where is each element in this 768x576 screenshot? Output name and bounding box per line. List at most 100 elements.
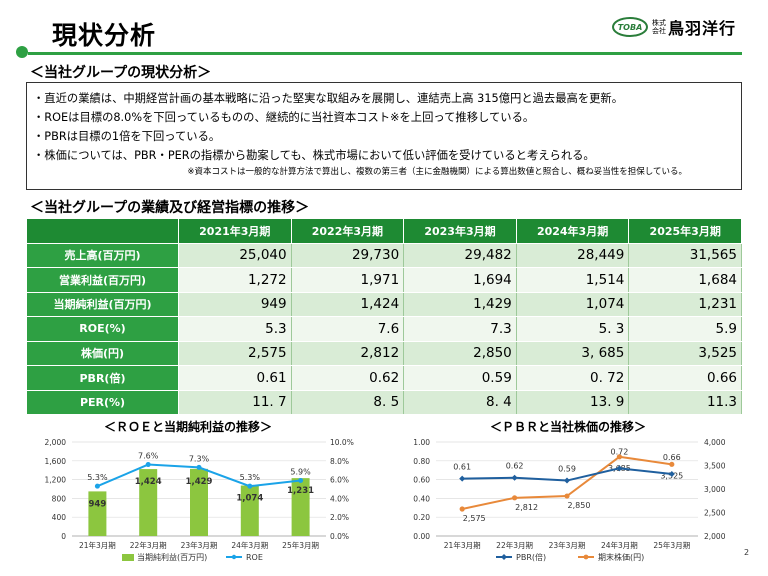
net-income-bar: [291, 478, 310, 536]
roe-point: [94, 483, 100, 489]
y-left-tick-label: 0: [61, 532, 66, 541]
roe-net-income-chart: 0 400 800 1,200 1,600 2,000 0.0% 2.0% 4.0% 6.0% 8.…: [45, 438, 354, 562]
roe-chart-title: ＜ＲＯＥと当期純利益の推移＞: [104, 420, 273, 434]
table-cell: 3,525: [628, 340, 742, 366]
year-header: 2024年3月期: [515, 218, 630, 244]
row-label: 当期純利益(百万円): [26, 291, 179, 317]
company-logo: TOBA 株式会社 鳥羽洋行: [612, 16, 736, 38]
roe-point: [196, 464, 202, 470]
table-cell: 2,850: [403, 340, 517, 366]
table-cell: 5.3: [178, 316, 292, 342]
logo-name: 鳥羽洋行: [668, 19, 737, 38]
row-label: 株価(円): [26, 340, 179, 366]
year-header: 2022年3月期: [290, 218, 405, 244]
roe-label: 7.3%: [189, 454, 210, 463]
summary-line-2: ・ROEは目標の8.0%を下回っているものの、継続的に当社資本コスト※を上回って…: [33, 111, 535, 124]
year-header: 2025年3月期: [628, 218, 742, 244]
net-income-bar: [240, 485, 259, 536]
stock-price-label: 2,812: [515, 503, 538, 512]
y-left-tick-label: 0.60: [413, 476, 430, 485]
y-right-tick-label: 4.0%: [330, 494, 349, 503]
table-header-row: 2021年3月期 2022年3月期 2023年3月期 2024年3月期 2025…: [26, 218, 742, 244]
y-right-tick-label: 2,500: [704, 509, 726, 518]
title-rule: [42, 52, 742, 55]
table-cell: 28,449: [515, 242, 630, 268]
y-left-tick-label: 0.00: [413, 532, 430, 541]
y-left-tick-label: 2,000: [45, 438, 67, 447]
y-left-tick-label: 400: [52, 513, 67, 522]
title-rule-left: [28, 52, 42, 55]
net-income-bar: [88, 491, 107, 536]
roe-label: 5.3%: [240, 473, 261, 482]
stock-price-point: [459, 506, 465, 512]
table-cell: 29,730: [290, 242, 405, 268]
y-right-tick-label: 3,000: [704, 485, 726, 494]
net-income-label: 1,074: [236, 494, 263, 504]
legend-stock-price-marker: [583, 554, 589, 560]
roe-point: [298, 478, 304, 484]
x-tick-label: 23年3月期: [181, 540, 218, 550]
table-row: PER(%) 11. 7 8. 5 8. 4 13. 9 11.3: [26, 389, 742, 415]
table-cell: 1,429: [403, 291, 517, 317]
table-cell: 11. 7: [178, 389, 292, 415]
table-cell: 7.3: [403, 316, 517, 342]
y-left-tick-label: 0.40: [413, 494, 430, 503]
summary-box: ・直近の業績は、中期経営計画の基本戦略に沿った堅実な取組みを展開し、連結売上高 …: [26, 82, 742, 190]
table-row: ROE(%) 5.3 7.6 7.3 5. 3 5.9: [26, 316, 742, 342]
table-cell: 25,040: [178, 242, 292, 268]
table-cell: 29,482: [403, 242, 517, 268]
net-income-label: 1,429: [186, 477, 213, 487]
stock-price-label: 2,850: [568, 501, 591, 510]
y-right-tick-label: 8.0%: [330, 457, 349, 466]
table-cell: 2,812: [290, 340, 405, 366]
table-row: 株価(円) 2,575 2,812 2,850 3, 685 3,525: [26, 340, 742, 366]
x-tick-label: 22年3月期: [496, 540, 533, 550]
y-left-tick-label: 0.80: [413, 457, 430, 466]
summary-line-1: ・直近の業績は、中期経営計画の基本戦略に沿った堅実な取組みを展開し、連結売上高 …: [33, 92, 624, 105]
page-title: 現状分析: [52, 21, 157, 50]
table-cell: 2,575: [178, 340, 292, 366]
row-label: 売上高(百万円): [26, 242, 179, 268]
roe-label: 5.9%: [290, 468, 311, 477]
y-right-tick-label: 4,000: [704, 438, 726, 447]
table-heading: ＜当社グループの業績及び経営指標の推移＞: [30, 200, 310, 216]
summary-heading: ＜当社グループの現状分析＞: [30, 65, 212, 81]
pbr-point: [668, 470, 675, 477]
table-cell: 0.59: [403, 365, 517, 391]
legend-pbr: PBR(倍): [516, 552, 546, 562]
y-left-tick-label: 800: [52, 494, 67, 503]
pbr-stock-price-chart: 0.00 0.20 0.40 0.60 0.80 1.00 2,000 2,500 3,000 3…: [413, 438, 726, 562]
x-tick-label: 25年3月期: [282, 540, 319, 550]
table-row: 売上高(百万円) 25,040 29,730 29,482 28,449 31,…: [26, 242, 742, 268]
y-left-tick-label: 1,600: [45, 457, 67, 466]
table-cell: 3, 685: [515, 340, 630, 366]
metrics-table: 2021年3月期 2022年3月期 2023年3月期 2024年3月期 2025…: [26, 218, 742, 415]
y-right-tick-label: 10.0%: [330, 438, 354, 447]
y-right-tick-label: 3,500: [704, 462, 726, 471]
table-cell: 949: [178, 291, 292, 317]
stock-price-point: [669, 461, 675, 467]
pbr-point: [564, 477, 570, 484]
pbr-label: 0.61: [453, 463, 471, 472]
table-cell: 11.3: [628, 389, 742, 415]
summary-line-4: ・株価については、PBR・PERの指標から勘案しても、株式市場において低い評価を…: [33, 149, 595, 162]
table-cell: 5. 3: [515, 316, 630, 342]
row-label: 営業利益(百万円): [26, 267, 179, 293]
table-cell: 8. 4: [403, 389, 517, 415]
table-cell: 0. 72: [515, 365, 630, 391]
pbr-point: [616, 465, 623, 472]
table-cell: 31,565: [628, 242, 742, 268]
table-cell: 1,231: [628, 291, 742, 317]
roe-label: 5.3%: [87, 473, 108, 482]
table-cell: 13. 9: [515, 389, 630, 415]
stock-price-point: [564, 493, 570, 499]
table-cell: 0.61: [178, 365, 292, 391]
table-cell: 5.9: [628, 316, 742, 342]
summary-note: ※資本コストは一般的な計算方法で算出し、複数の第三者（主に金融機関）による算出数…: [187, 167, 687, 177]
year-header: 2023年3月期: [403, 218, 517, 244]
table-cell: 0.66: [628, 365, 742, 391]
table-cell: 1,272: [178, 267, 292, 293]
pbr-label: 0.59: [558, 465, 576, 474]
pbr-chart-title: ＜ＰＢＲと当社株価の推移＞: [490, 420, 647, 434]
y-left-tick-label: 1.00: [413, 438, 430, 447]
